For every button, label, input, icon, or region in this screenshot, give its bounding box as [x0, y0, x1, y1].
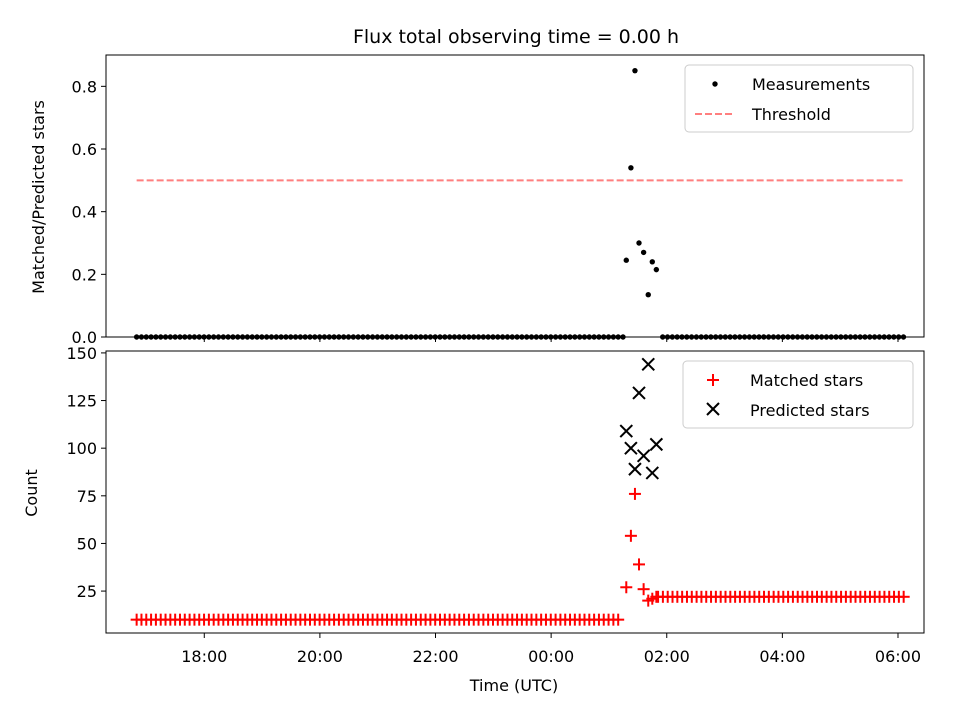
chart-title: Flux total observing time = 0.00 h	[353, 26, 679, 48]
bottom-axes-frame	[105, 350, 925, 634]
bottom-legend: Matched stars Predicted stars	[682, 360, 914, 429]
y-tick-label: 0.6	[72, 140, 97, 159]
y-tick-label: 125	[66, 392, 97, 411]
predicted-x-b	[641, 357, 655, 372]
matched-star-point	[637, 583, 650, 596]
measurement-point	[623, 257, 629, 263]
top-panel: Matched/Predicted stars 0.00.20.40.60.8 …	[29, 54, 925, 347]
measurement-point	[628, 165, 634, 171]
predicted-star-point	[636, 449, 651, 463]
bottom-y-ticks: 25 50 75 100 125 150	[66, 344, 106, 601]
predicted-star-point	[632, 386, 646, 400]
bottom-x-ticks: 18:00 20:00 22:00 00:00 02:00 04:00 06:00	[181, 633, 921, 666]
predicted-star-point	[628, 462, 642, 476]
matched-star-point	[897, 590, 910, 603]
y-tick-label: 0.4	[72, 203, 97, 222]
legend-label-predicted: Predicted stars	[750, 401, 870, 420]
predicted-x-b	[632, 386, 646, 400]
bottom-legend-box	[682, 360, 914, 429]
measurement-point	[640, 249, 647, 256]
predicted-x-b	[636, 449, 651, 463]
x-tick-label: 18:00	[181, 647, 227, 666]
legend-label-measurements: Measurements	[752, 75, 870, 94]
measurement-point	[649, 259, 655, 265]
top-axes-frame	[105, 54, 925, 338]
y-tick-label: 50	[77, 534, 97, 553]
y-tick-label: 150	[66, 344, 97, 363]
predicted-x-b	[649, 437, 664, 452]
y-tick-label: 25	[77, 582, 97, 601]
measurement-point	[645, 292, 651, 298]
predicted-star-point	[619, 424, 633, 438]
predicted-star-point	[645, 466, 660, 480]
x-tick-label: 20:00	[297, 647, 343, 666]
x-tick-label: 06:00	[875, 647, 921, 666]
bottom-data-marks	[130, 357, 910, 626]
matched-star-point	[612, 613, 625, 626]
predicted-star-point	[624, 441, 638, 455]
measurement-point	[636, 240, 642, 246]
x-tick-label: 22:00	[412, 647, 458, 666]
y-tick-label: 0.0	[72, 328, 97, 347]
x-axis-label: Time (UTC)	[469, 676, 558, 695]
predicted-star-point	[641, 357, 655, 372]
matched-star-point	[620, 581, 633, 594]
matched-star-point	[633, 558, 646, 571]
y-tick-label: 75	[77, 487, 97, 506]
matched-star-point	[650, 590, 663, 603]
legend-marker-matched	[707, 374, 719, 386]
top-y-ticks: 0.0 0.2 0.4 0.6 0.8	[72, 77, 106, 347]
measurement-point	[632, 67, 638, 74]
predicted-star-point	[649, 437, 664, 452]
y-tick-label: 0.2	[72, 265, 97, 284]
x-tick-label: 02:00	[644, 647, 690, 666]
x-tick-label: 04:00	[759, 647, 805, 666]
y-tick-label: 100	[66, 439, 97, 458]
matched-star-point	[628, 487, 641, 500]
predicted-x-b	[628, 462, 642, 476]
matched-star-point	[624, 529, 637, 542]
bottom-panel: Count 25 50 75 100 125 150 18:00 20:00 22:00 00:…	[22, 344, 925, 695]
legend-marker-measurements	[712, 81, 718, 87]
legend-marker-predicted	[706, 402, 720, 416]
predicted-x-b	[619, 424, 633, 438]
predicted-x-b	[645, 466, 660, 480]
top-legend: Measurements Threshold	[684, 64, 914, 133]
legend-label-matched: Matched stars	[750, 371, 863, 390]
top-legend-box	[684, 64, 914, 133]
y-tick-label: 0.8	[72, 77, 97, 96]
x-tick-label: 00:00	[528, 647, 574, 666]
measurement-point	[653, 266, 660, 273]
legend-label-threshold: Threshold	[751, 105, 831, 124]
predicted-x-b	[624, 441, 638, 455]
bottom-y-axis-label: Count	[22, 469, 41, 517]
top-y-axis-label: Matched/Predicted stars	[29, 100, 48, 294]
